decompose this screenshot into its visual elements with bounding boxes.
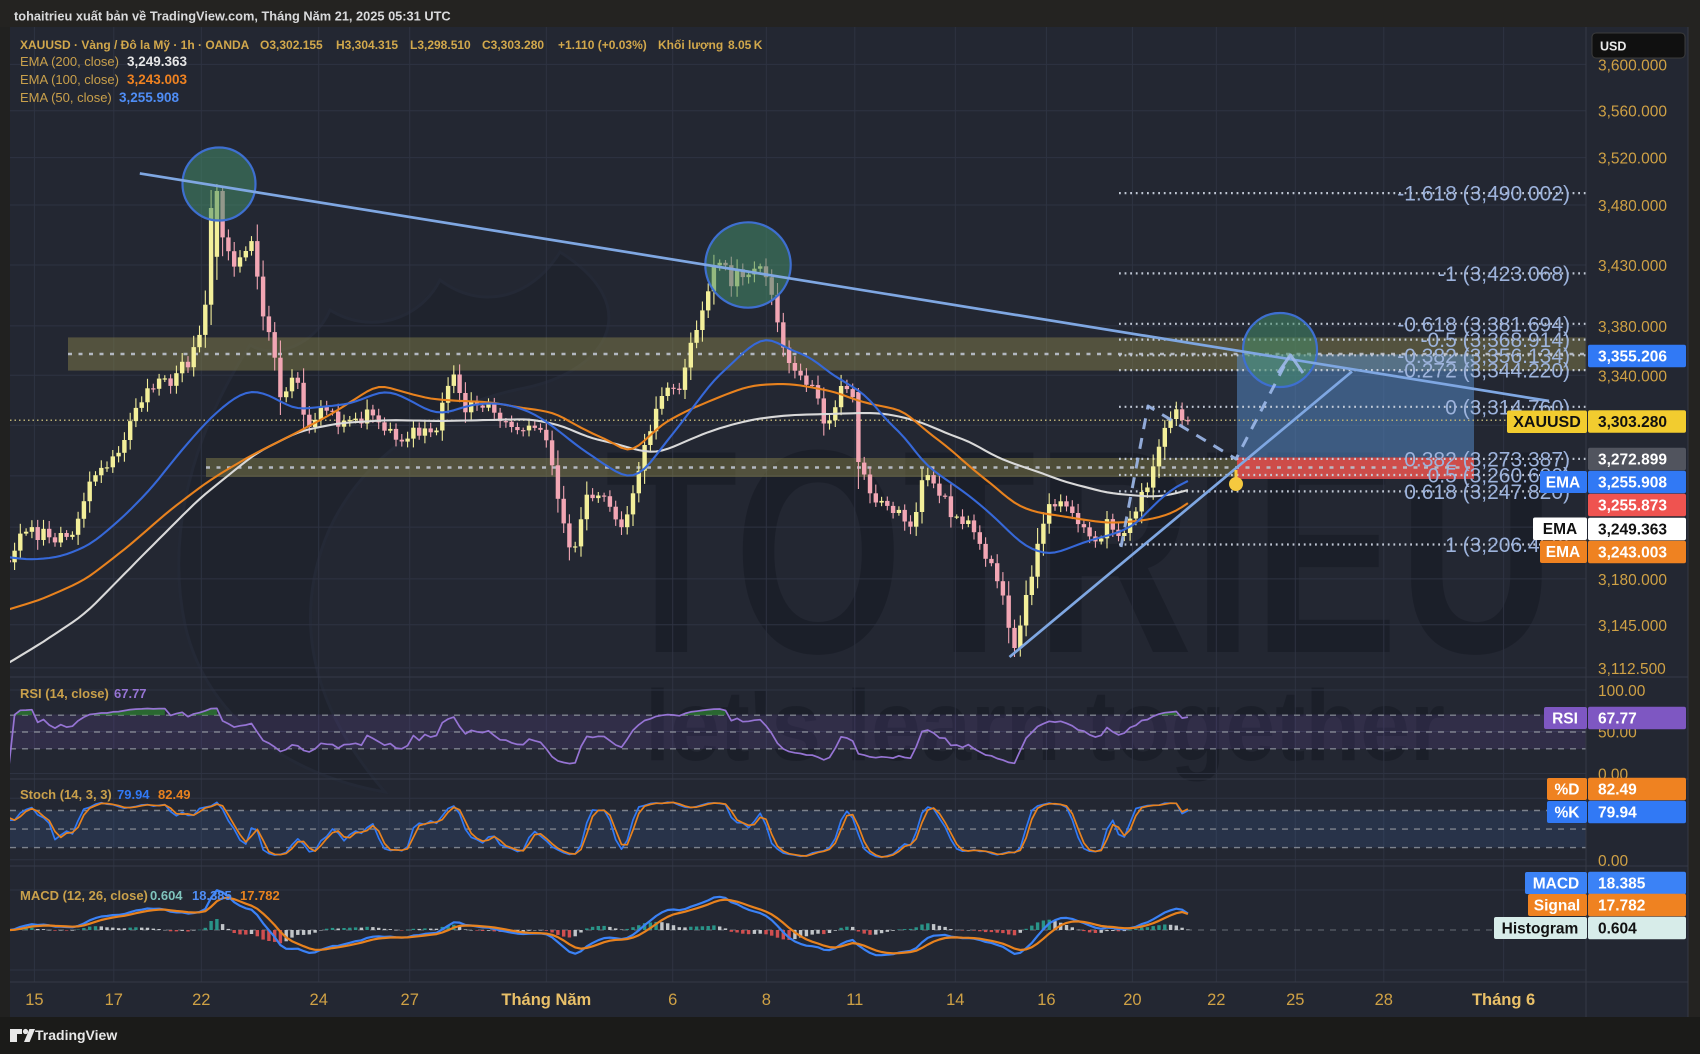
svg-text:MACD: MACD (1533, 876, 1580, 893)
svg-text:8: 8 (762, 991, 771, 1009)
svg-text:3,340.000: 3,340.000 (1598, 368, 1667, 385)
svg-text:EMA: EMA (1546, 475, 1580, 492)
svg-text:O3,302.155: O3,302.155 (260, 38, 323, 52)
svg-text:67.77: 67.77 (114, 686, 147, 701)
svg-text:let's learn together: let's learn together (645, 670, 1445, 782)
svg-text:RSI: RSI (1552, 711, 1578, 728)
svg-text:100.00: 100.00 (1598, 683, 1646, 700)
svg-text:18.385: 18.385 (1598, 876, 1646, 893)
svg-text:3,480.000: 3,480.000 (1598, 198, 1667, 215)
svg-text:0.382 (3,273.387): 0.382 (3,273.387) (1404, 448, 1570, 471)
svg-text:3,180.000: 3,180.000 (1598, 572, 1667, 589)
svg-text:3,430.000: 3,430.000 (1598, 258, 1667, 275)
svg-text:3,145.000: 3,145.000 (1598, 618, 1667, 635)
svg-text:17: 17 (105, 991, 123, 1009)
svg-text:3,112.500: 3,112.500 (1598, 661, 1666, 678)
svg-text:3,249.363: 3,249.363 (1598, 522, 1667, 539)
svg-text:-0.5 (3,368.914): -0.5 (3,368.914) (1421, 329, 1570, 352)
svg-text:0.604: 0.604 (1598, 921, 1637, 938)
svg-text:Khối lượng: Khối lượng (658, 38, 723, 52)
svg-text:25: 25 (1286, 991, 1304, 1009)
svg-text:-1.618 (3,490.002): -1.618 (3,490.002) (1397, 183, 1570, 206)
svg-text:0.5 (3,260.680): 0.5 (3,260.680) (1428, 465, 1570, 488)
svg-text:H3,304.315: H3,304.315 (336, 38, 398, 52)
svg-text:%D: %D (1555, 782, 1580, 799)
svg-text:RSI (14, close): RSI (14, close) (20, 686, 109, 701)
svg-text:17.782: 17.782 (240, 888, 280, 903)
svg-text:22: 22 (1207, 991, 1225, 1009)
svg-text:MACD (12, 26, close): MACD (12, 26, close) (20, 888, 148, 903)
svg-text:3,380.000: 3,380.000 (1598, 319, 1667, 336)
svg-text:EMA (200, close): EMA (200, close) (20, 54, 119, 69)
svg-text:79.94: 79.94 (117, 787, 150, 802)
svg-text:+1.110 (+0.03%): +1.110 (+0.03%) (558, 38, 647, 52)
svg-text:20: 20 (1123, 991, 1141, 1009)
svg-text:3,255.873: 3,255.873 (1598, 498, 1667, 515)
svg-text:22: 22 (192, 991, 210, 1009)
svg-text:0.618 (3,247.820): 0.618 (3,247.820) (1404, 481, 1570, 504)
svg-text:0.604: 0.604 (150, 888, 183, 903)
svg-text:3,600.000: 3,600.000 (1598, 57, 1667, 74)
svg-text:-1 (3,423.068): -1 (3,423.068) (1438, 263, 1570, 286)
svg-text:16: 16 (1037, 991, 1055, 1009)
svg-text:27: 27 (401, 991, 419, 1009)
svg-text:18.385: 18.385 (192, 888, 232, 903)
svg-text:EMA (100, close): EMA (100, close) (20, 72, 119, 87)
svg-text:Signal: Signal (1534, 898, 1581, 915)
svg-text:3,249.363: 3,249.363 (127, 54, 188, 69)
svg-text:15: 15 (25, 991, 43, 1009)
svg-text:-0.618 (3,381.694): -0.618 (3,381.694) (1397, 313, 1570, 336)
svg-text:3,303.280: 3,303.280 (1598, 414, 1667, 431)
svg-text:82.49: 82.49 (1598, 782, 1637, 799)
svg-text:67.77: 67.77 (1598, 711, 1637, 728)
svg-text:XAUUSD: XAUUSD (1513, 414, 1581, 431)
svg-text:C3,303.280: C3,303.280 (482, 38, 544, 52)
svg-text:14: 14 (946, 991, 964, 1009)
svg-text:3,243.003: 3,243.003 (1598, 545, 1667, 562)
svg-text:-0.382 (3,356.134): -0.382 (3,356.134) (1397, 345, 1570, 368)
svg-text:EMA: EMA (1546, 544, 1580, 561)
svg-text:TradingView: TradingView (35, 1027, 117, 1043)
svg-text:82.49: 82.49 (158, 787, 191, 802)
svg-text:3,255.908: 3,255.908 (119, 90, 180, 105)
svg-text:Tháng 6: Tháng 6 (1472, 991, 1535, 1009)
svg-text:Stoch (14, 3, 3): Stoch (14, 3, 3) (20, 787, 112, 802)
svg-text:8.05 K: 8.05 K (728, 38, 763, 52)
svg-text:XAUUSD · Vàng / Đô la Mỹ · 1h: XAUUSD · Vàng / Đô la Mỹ · 1h · OANDA (20, 38, 250, 52)
svg-text:3,520.000: 3,520.000 (1598, 151, 1667, 168)
svg-text:TOTRIEU: TOTRIEU (605, 390, 1555, 714)
svg-text:3,355.206: 3,355.206 (1598, 349, 1667, 366)
svg-text:17.782: 17.782 (1598, 898, 1645, 915)
svg-text:EMA: EMA (1543, 521, 1577, 538)
svg-text:11: 11 (846, 991, 863, 1009)
svg-text:3,243.003: 3,243.003 (127, 72, 188, 87)
svg-text:24: 24 (310, 991, 328, 1009)
svg-text:%K: %K (1555, 805, 1581, 822)
svg-text:3,560.000: 3,560.000 (1598, 104, 1667, 121)
svg-text:-0.272 (3,344.220): -0.272 (3,344.220) (1397, 360, 1570, 383)
svg-text:Tháng Năm: Tháng Năm (501, 991, 591, 1009)
svg-text:0.00: 0.00 (1598, 853, 1629, 870)
svg-text:Histogram: Histogram (1502, 921, 1579, 938)
svg-text:3,255.908: 3,255.908 (1598, 475, 1667, 492)
svg-text:EMA (50, close): EMA (50, close) (20, 90, 112, 105)
svg-text:L3,298.510: L3,298.510 (410, 38, 471, 52)
svg-text:28: 28 (1375, 991, 1393, 1009)
svg-text:6: 6 (668, 991, 677, 1009)
svg-text:79.94: 79.94 (1598, 805, 1637, 822)
svg-text:tohaitrieu xuất bản về Trading: tohaitrieu xuất bản về TradingView.com, … (14, 9, 451, 24)
svg-text:USD: USD (1600, 40, 1626, 54)
svg-text:3,272.899: 3,272.899 (1598, 452, 1667, 469)
